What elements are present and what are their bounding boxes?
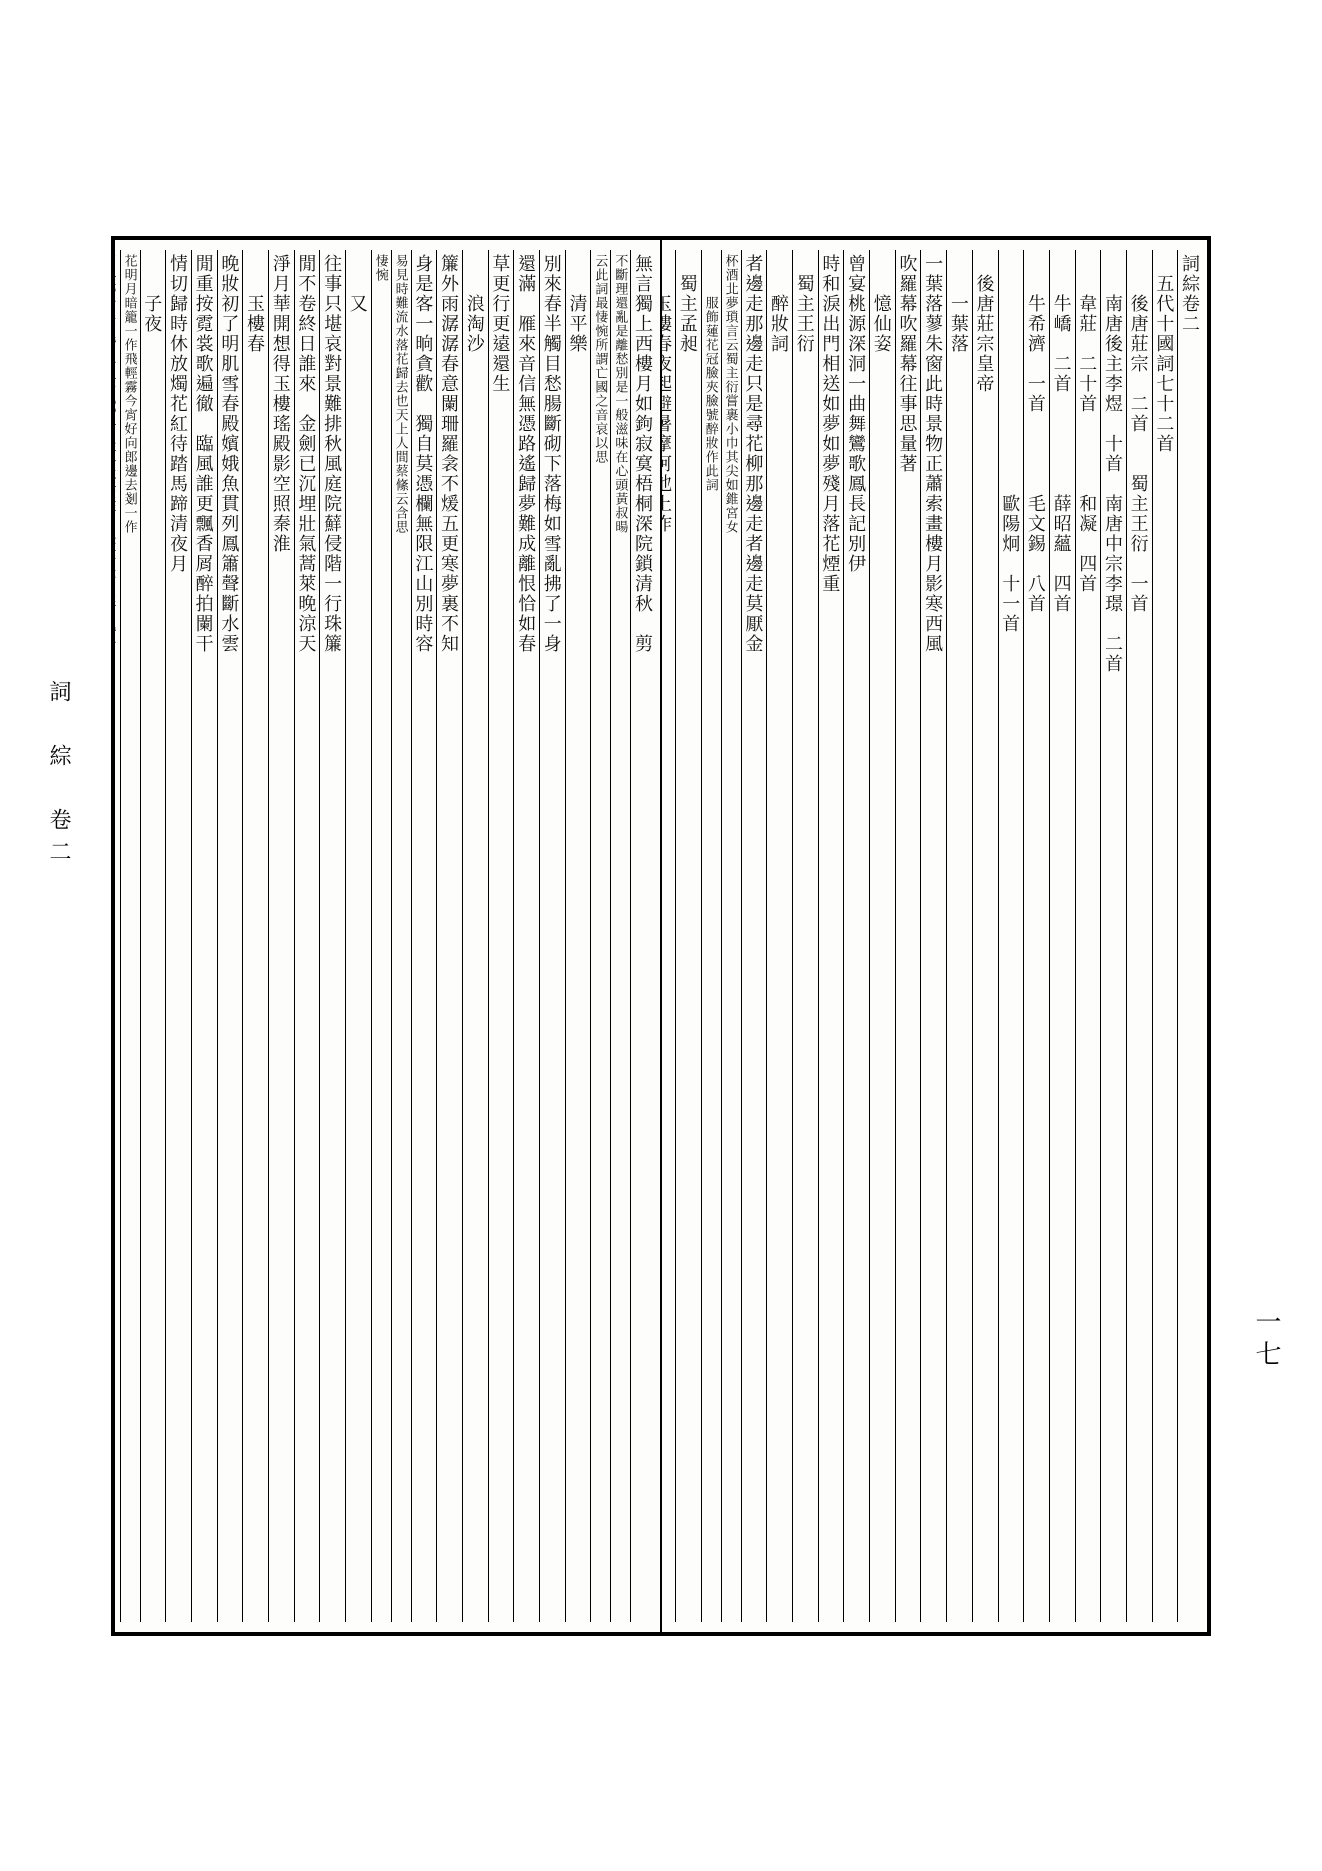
text-column: 別來春半觸目愁腸斷砌下落梅如雪亂拂了一身 bbox=[539, 250, 565, 1622]
text-column: 後唐莊宗 二首 蜀主王衍 一首 bbox=[1126, 250, 1152, 1622]
text-column: 還滿 雁來音信無憑路遙歸夢難成離恨恰如春 bbox=[513, 250, 539, 1622]
text-column: 詞綜卷二 bbox=[1177, 250, 1203, 1622]
right-half-page: 詞綜卷二 五代十國詞七十二首 後唐莊宗 二首 蜀主王衍 一首 南唐後主李煜 十首… bbox=[660, 240, 1207, 1632]
page-frame: 詞 綜 卷二 一七 詞綜卷二 五代十國詞七十二首 後唐莊宗 二首 蜀主王衍 一首… bbox=[111, 236, 1211, 1636]
left-half-page: 無言獨上西樓月如鉤寂寞梧桐深院鎖清秋 剪不斷理還亂是離愁別是一般滋味在心頭黃叔暘… bbox=[115, 240, 660, 1632]
text-column: 清平樂 bbox=[565, 250, 591, 1622]
text-column: 悽惋 bbox=[371, 250, 391, 1622]
text-column: 玉樓春 bbox=[242, 250, 268, 1622]
text-column: 一葉落蓼朱窗此時景物正蕭索畫樓月影寒西風 bbox=[920, 250, 946, 1622]
text-column: 醉妝詞 bbox=[766, 250, 792, 1622]
text-column: 浪淘沙 bbox=[462, 250, 488, 1622]
text-column: 玉樓春夜起避暑摩訶池上作 bbox=[660, 250, 675, 1622]
text-column: 身是客一晌貪歡 獨自莫憑欄無限江山別時容 bbox=[411, 250, 437, 1622]
text-column: 一葉落 bbox=[946, 250, 972, 1622]
text-column: 草更行更遠還生 bbox=[488, 250, 514, 1622]
text-column: 情切歸時休放燭花紅待踏馬蹄清夜月 bbox=[165, 250, 191, 1622]
text-column: 蜀主孟昶 bbox=[675, 250, 701, 1622]
text-column: 簾外雨潺潺春意闌珊羅衾不煖五更寒夢裏不知 bbox=[436, 250, 462, 1622]
text-column: 花明月暗籠一作飛輕霧今宵好向郎邊去剗一作 bbox=[120, 250, 140, 1622]
text-column: 時和淚出門相送如夢如夢殘月落花煙重 bbox=[818, 250, 844, 1622]
text-column: 者邊走那邊走只是尋花柳那邊走者邊走莫厭金 bbox=[741, 250, 767, 1622]
text-column: 不斷理還亂是離愁別是一般滋味在心頭黃叔暘 bbox=[610, 250, 630, 1622]
text-column: 曾宴桃源深洞一曲舞鸞歌鳳長記別伊 bbox=[843, 250, 869, 1622]
text-column: 云此詞最悽惋所謂亡國之音哀以思 bbox=[590, 250, 610, 1622]
text-column: 子夜 bbox=[140, 250, 166, 1622]
text-column: 服飾蓮花冠臉夾臉號醉妝作此詞 bbox=[701, 250, 721, 1622]
text-column: 牛嶠 二首 薛昭蘊 四首 bbox=[1049, 250, 1075, 1622]
text-column: 蜀主王衍 bbox=[792, 250, 818, 1622]
text-column: 牛希濟 一首 毛文錫 八首 bbox=[1023, 250, 1049, 1622]
text-column: 閒不卷終日誰來 金劍已沉埋壯氣蒿萊晚涼天 bbox=[294, 250, 320, 1622]
text-column: 往事只堪哀對景難排秋風庭院蘚侵階一行珠簾 bbox=[319, 250, 345, 1622]
text-column: 閒重按霓裳歌遍徹 臨風誰更飄香屑醉拍闌干 bbox=[191, 250, 217, 1622]
page-number: 一七 bbox=[1250, 1308, 1287, 1372]
text-column: 憶仙姿 bbox=[869, 250, 895, 1622]
text-column: 杯酒北夢瑣言云蜀主衍嘗裹小巾其尖如錐宮女 bbox=[721, 250, 741, 1622]
text-column: 南唐後主李煜 十首 南唐中宗李璟 二首 bbox=[1100, 250, 1126, 1622]
text-column: 晚妝初了明肌雪春殿嬪娥魚貫列鳳簫聲斷水雲 bbox=[217, 250, 243, 1622]
text-column: 韋莊 二十首 和凝 四首 bbox=[1075, 250, 1101, 1622]
text-column: 無言獨上西樓月如鉤寂寞梧桐深院鎖清秋 剪 bbox=[630, 250, 656, 1622]
text-column: 淨月華開想得玉樓瑤殿影空照秦淮 bbox=[268, 250, 294, 1622]
text-column: 後唐莊宗皇帝 bbox=[972, 250, 998, 1622]
text-column: 易見時難流水落花歸去也天上人間蔡絛云含思 bbox=[391, 250, 411, 1622]
text-column: 歐陽炯 十一首 bbox=[998, 250, 1024, 1622]
text-column: 吹羅幕吹羅幕往事思量著 bbox=[895, 250, 921, 1622]
text-column: 又 bbox=[345, 250, 371, 1622]
text-column: 五代十國詞七十二首 bbox=[1152, 250, 1178, 1622]
running-title: 詞 綜 卷二 bbox=[45, 680, 76, 872]
